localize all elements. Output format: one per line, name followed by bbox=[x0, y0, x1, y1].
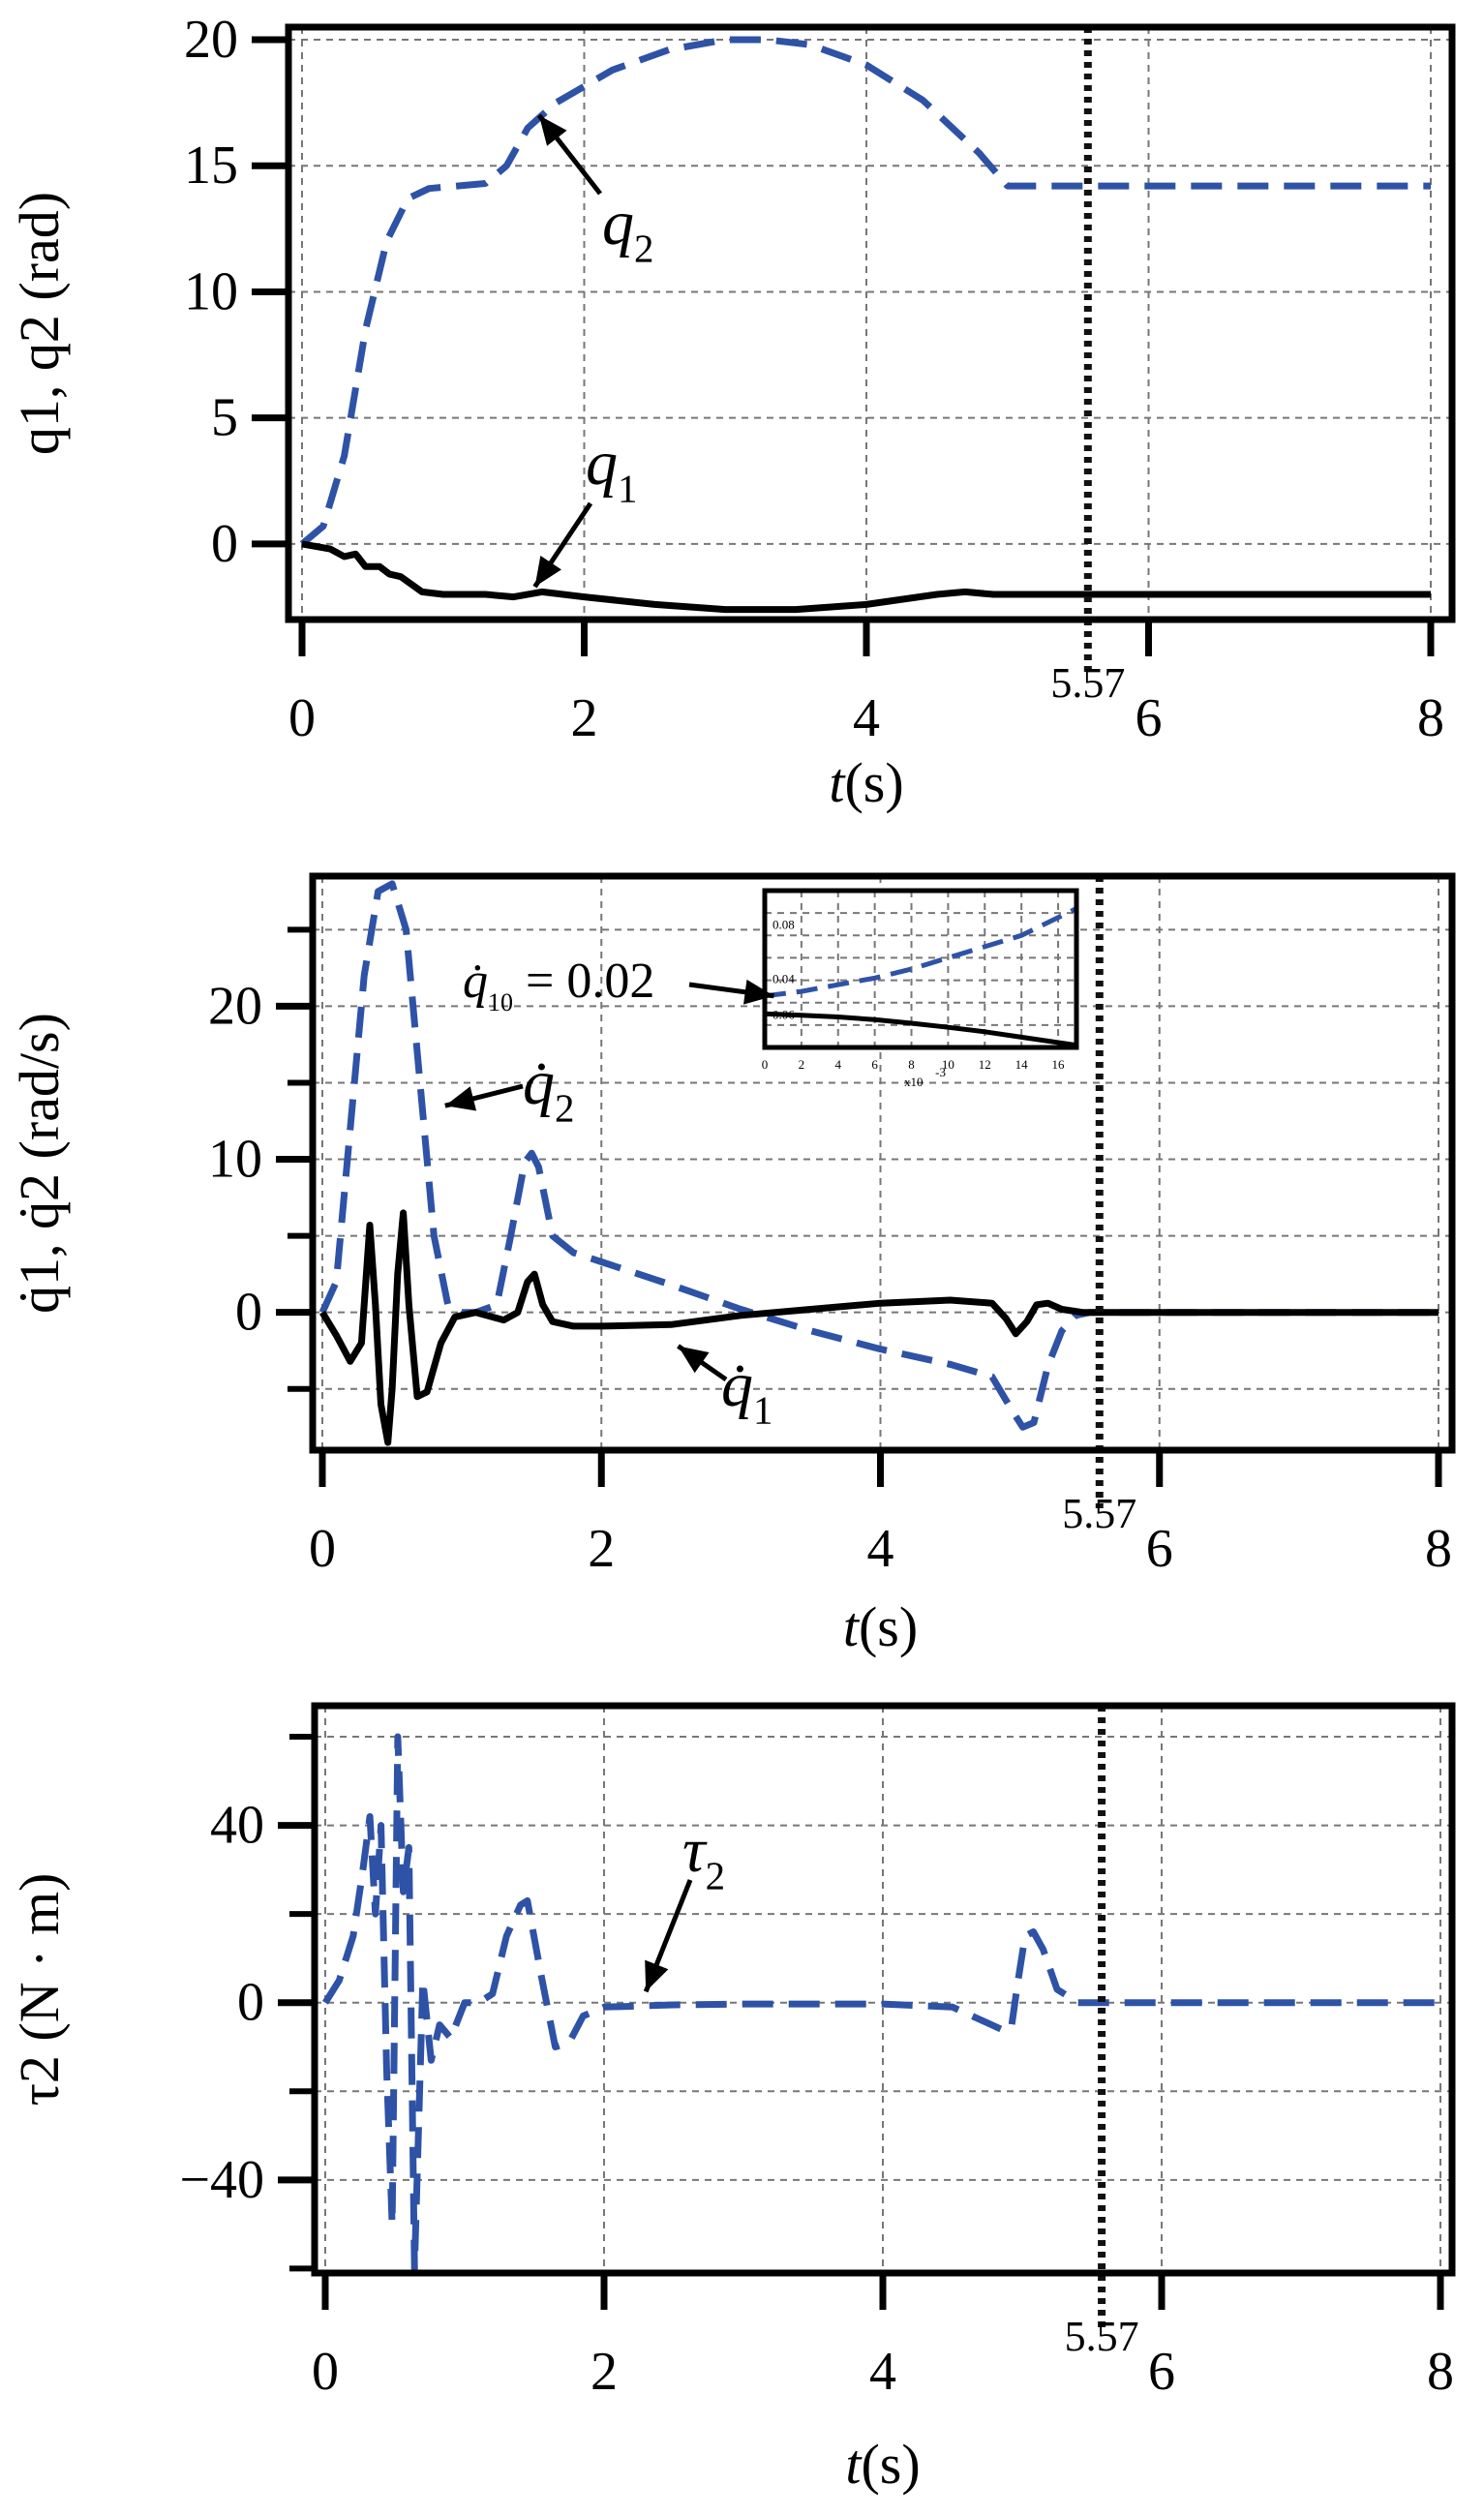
marker-label: 5.57 bbox=[1062, 1490, 1136, 1537]
inset-x-exponent: x10 bbox=[904, 1075, 924, 1089]
y-axis-title: q1, q2 (rad) bbox=[8, 192, 71, 455]
series-line-a bbox=[318, 880, 1439, 1431]
inset-x-tick: 10 bbox=[942, 1057, 954, 1072]
inset-x-tick: 8 bbox=[908, 1057, 915, 1072]
inset-x-tick: 4 bbox=[835, 1057, 842, 1072]
inset-x-tick: 6 bbox=[871, 1057, 878, 1072]
x-axis-title: t(s) bbox=[829, 751, 903, 814]
x-tick-label: 2 bbox=[591, 2342, 618, 2402]
inset-series-b bbox=[764, 1011, 1077, 1048]
inset-x-tick: 0 bbox=[762, 1057, 769, 1072]
x-axis-title: t(s) bbox=[843, 1595, 918, 1658]
y-axis-title: τ2 (N · m) bbox=[8, 1873, 71, 2107]
plot-frame bbox=[285, 23, 1456, 623]
annotation-q2: q2 bbox=[602, 188, 653, 270]
inset-x-power: -3 bbox=[935, 1065, 946, 1079]
x-tick-label: 2 bbox=[588, 1519, 615, 1579]
x-tick-label: 4 bbox=[867, 1519, 894, 1579]
x-tick-label: 2 bbox=[571, 688, 598, 748]
series-line-a bbox=[299, 36, 1431, 547]
panel-top: 0 2 4 6 8 5.57 0 5 10 15 20 t(s) q1, q2 (rad) q2 q1 bbox=[8, 10, 1456, 814]
inset-annotation: q̇10 = 0.02 bbox=[463, 954, 654, 1016]
x-tick-label: 0 bbox=[309, 1519, 336, 1579]
y-tick-label: −40 bbox=[179, 2150, 264, 2210]
inset: 0 2 4 6 8 10 12 14 16 0.06 0.04 0.08 x10 -3 q̇10 = 0.0… bbox=[463, 888, 1079, 1089]
inset-y-tick: 0.08 bbox=[772, 918, 795, 932]
inset-x-tick: 2 bbox=[799, 1057, 805, 1072]
annotation-q2dot: q̇2 bbox=[523, 1047, 574, 1130]
annotation-tau2: τ2 bbox=[682, 1815, 725, 1897]
y-axis-title: q̇1, q̇2 (rad/s) bbox=[8, 1013, 71, 1314]
x-tick-label: 8 bbox=[1427, 2342, 1454, 2402]
arrow-q1-head bbox=[534, 555, 561, 588]
arrow-tau2-head bbox=[645, 1959, 669, 1992]
inset-x-tick: 16 bbox=[1052, 1057, 1066, 1072]
series-line-b bbox=[301, 540, 1431, 614]
x-tick-label: 8 bbox=[1425, 1519, 1452, 1579]
series-line-a bbox=[322, 1733, 1440, 2272]
x-tick-label: 6 bbox=[1136, 688, 1163, 748]
inset-bg bbox=[765, 891, 1076, 1047]
y-tick-label: 15 bbox=[184, 136, 238, 196]
marker-label: 5.57 bbox=[1065, 2313, 1139, 2360]
inset-frame bbox=[762, 888, 1079, 1050]
x-tick-label: 4 bbox=[869, 2342, 896, 2402]
inset-y-tick: 0.06 bbox=[772, 1007, 795, 1021]
y-tick-label: 20 bbox=[208, 976, 262, 1036]
y-tick-label: 0 bbox=[237, 1973, 264, 2033]
arrow-q1dot-head bbox=[678, 1346, 710, 1374]
x-tick-label: 0 bbox=[288, 688, 316, 748]
inset-y-tick: 0.04 bbox=[772, 971, 795, 985]
y-tick-label: 10 bbox=[208, 1130, 262, 1190]
panel-bottom: 0 2 4 6 8 5.57 40 0 −40 t(s) τ2 (N · m) τ2 bbox=[8, 1702, 1456, 2496]
y-tick-label: 5 bbox=[211, 388, 238, 448]
x-tick-label: 0 bbox=[312, 2342, 339, 2402]
inset-x-tick: 12 bbox=[979, 1057, 991, 1072]
y-tick-label: 0 bbox=[211, 514, 238, 574]
x-tick-label: 6 bbox=[1148, 2342, 1175, 2402]
arrow-q2-head bbox=[538, 115, 567, 146]
x-tick-label: 6 bbox=[1146, 1519, 1173, 1579]
y-tick-label: 0 bbox=[235, 1283, 262, 1343]
annotation-q1: q1 bbox=[586, 428, 637, 510]
arrow-inset-head bbox=[743, 979, 774, 1005]
y-tick-label: 20 bbox=[184, 10, 238, 70]
x-tick-label: 4 bbox=[853, 688, 880, 748]
marker-label: 5.57 bbox=[1050, 659, 1125, 707]
inset-series-a bbox=[764, 906, 1078, 999]
inset-x-tick: 14 bbox=[1015, 1057, 1029, 1072]
x-axis-title: t(s) bbox=[845, 2433, 920, 2496]
annotation-q1dot: q̇1 bbox=[721, 1349, 772, 1432]
x-tick-label: 8 bbox=[1417, 688, 1444, 748]
series-line-b bbox=[319, 1209, 1439, 1446]
y-tick-label: 10 bbox=[184, 261, 238, 321]
y-tick-label: 40 bbox=[210, 1796, 264, 1856]
arrow-q2dot-head bbox=[444, 1086, 477, 1111]
